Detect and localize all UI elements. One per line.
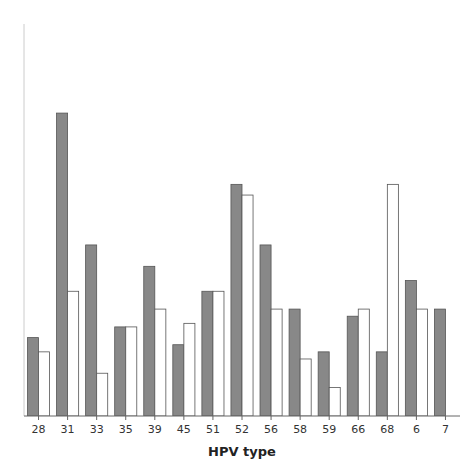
bar (376, 352, 387, 416)
x-tick-label: 31 (61, 423, 75, 436)
x-tick (416, 416, 417, 420)
x-tick-label: 33 (90, 423, 104, 436)
x-tick-label: 52 (235, 423, 249, 436)
bar (144, 266, 155, 416)
x-tick (183, 416, 184, 420)
bar (57, 113, 68, 416)
x-tick-label: 6 (413, 423, 420, 436)
bar (173, 345, 184, 416)
x-tick-label: 45 (177, 423, 191, 436)
x-tick (212, 416, 213, 420)
x-tick (271, 416, 272, 420)
bars (27, 113, 445, 416)
y-axis-line (24, 24, 25, 416)
bar (184, 323, 195, 416)
x-tick (38, 416, 39, 420)
bar (416, 309, 427, 416)
bar (126, 327, 137, 416)
x-tick-label: 7 (442, 423, 449, 436)
bar (155, 309, 166, 416)
x-tick (300, 416, 301, 420)
x-tick-label: 51 (206, 423, 220, 436)
x-tick (242, 416, 243, 420)
x-tick (154, 416, 155, 420)
chart: 28 31 33 35 39 45 51 52 56 58 59 66 68 6 7 HPV type (0, 0, 474, 474)
bar (358, 309, 369, 416)
x-tick-label: 68 (380, 423, 394, 436)
bar (213, 291, 224, 416)
bar (68, 291, 79, 416)
bar (115, 327, 126, 416)
x-tick (358, 416, 359, 420)
x-tick-label: 66 (351, 423, 365, 436)
bar (260, 245, 271, 416)
bar (405, 281, 416, 416)
bar (97, 373, 108, 416)
x-tick-label: 39 (148, 423, 162, 436)
bar (434, 309, 445, 416)
bar (329, 387, 340, 416)
bar (300, 359, 311, 416)
bar (231, 184, 242, 416)
x-tick (387, 416, 388, 420)
bar (202, 291, 213, 416)
x-tick (445, 416, 446, 420)
bar (271, 309, 282, 416)
x-tick (67, 416, 68, 420)
x-tick (96, 416, 97, 420)
bar (39, 352, 50, 416)
x-tick-label: 59 (322, 423, 336, 436)
bar (242, 195, 253, 416)
x-tick-label: 56 (264, 423, 278, 436)
bar (387, 184, 398, 416)
bar (27, 338, 38, 416)
bar (347, 316, 358, 416)
x-tick-label: 58 (293, 423, 307, 436)
x-axis-label: HPV type (208, 444, 276, 459)
bar (86, 245, 97, 416)
x-tick-label: 35 (119, 423, 133, 436)
bar (289, 309, 300, 416)
x-tick (125, 416, 126, 420)
x-tick-label: 28 (32, 423, 46, 436)
x-tick (329, 416, 330, 420)
bar (318, 352, 329, 416)
